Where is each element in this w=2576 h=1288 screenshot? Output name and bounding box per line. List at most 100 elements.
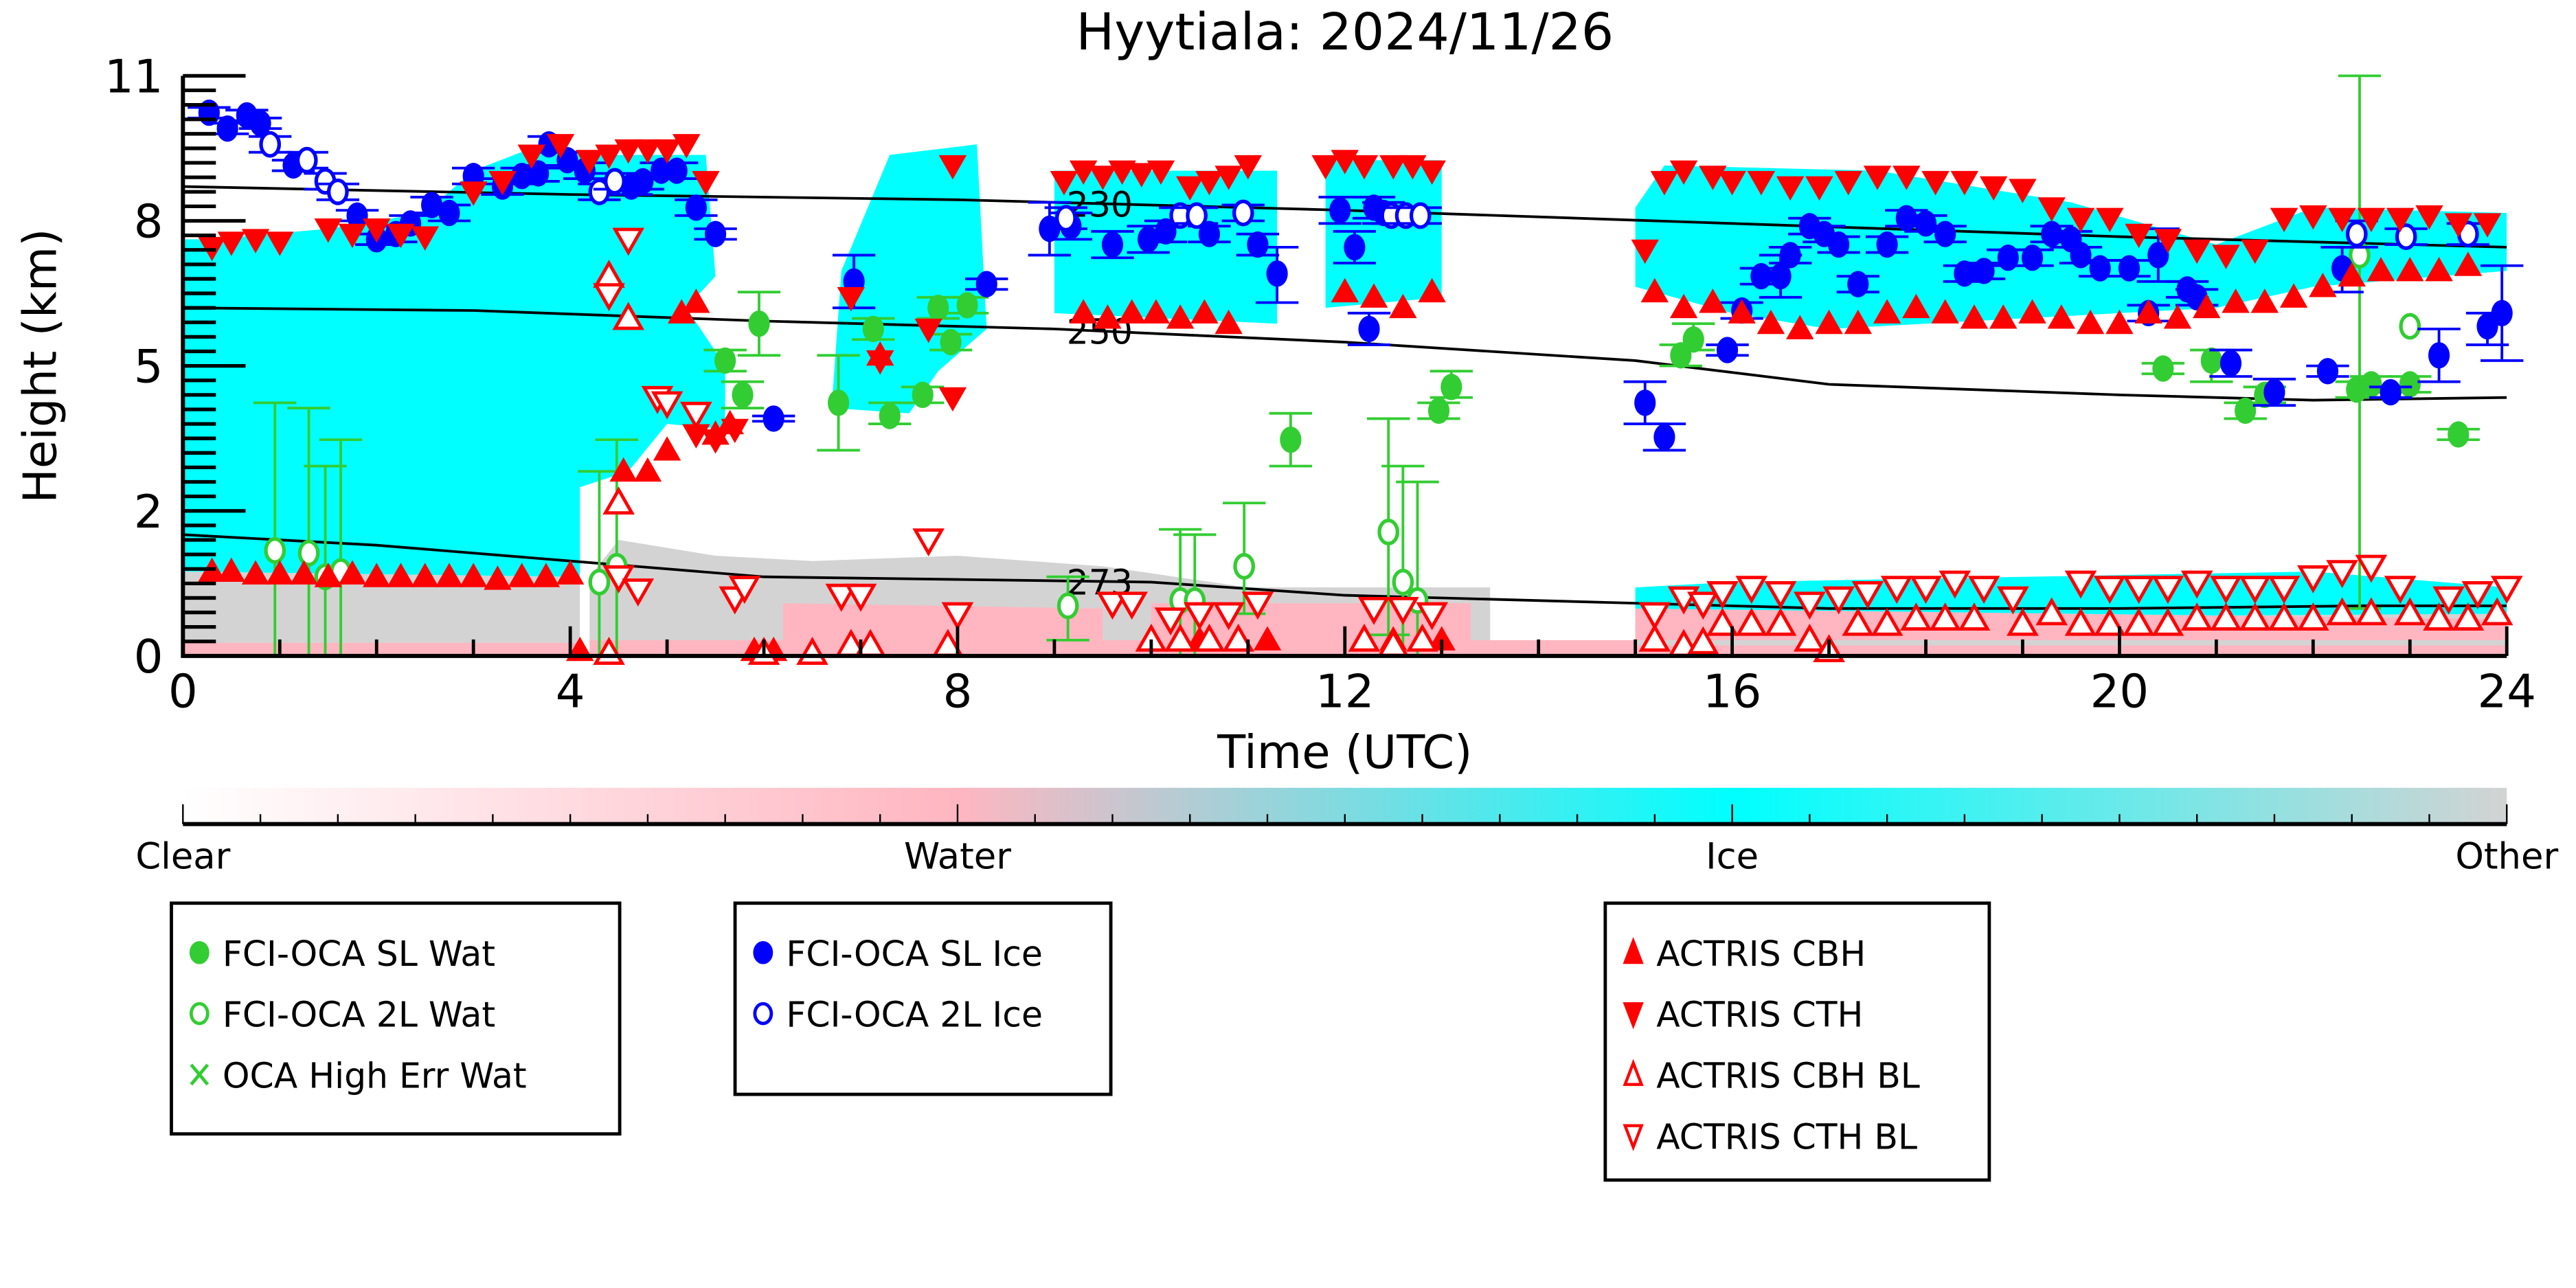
marker-triangle-down-open: [1416, 602, 1448, 631]
x-tick-label: 20: [2090, 664, 2149, 718]
marker-triangle-down-open: [651, 391, 683, 420]
marker-triangle-up-open: [2210, 602, 2242, 631]
marker-triangle-down-filled: [2182, 239, 2211, 264]
marker-triangle-down-open: [825, 583, 858, 612]
marker-circle-filled: [879, 403, 901, 429]
marker-triangle-down-open: [2326, 560, 2358, 589]
marker-triangle-up-open: [2180, 602, 2213, 631]
marker-triangle-down-open: [2432, 586, 2465, 615]
marker-circle-filled: [1828, 231, 1850, 258]
marker-triangle-down-open: [1184, 602, 1216, 631]
marker-circle-filled: [2360, 371, 2382, 398]
marker-triangle-up-filled: [1142, 299, 1171, 324]
marker-triangle-up-open: [1406, 623, 1438, 652]
marker-circle-filled: [528, 160, 550, 187]
marker-circle-open: [2399, 313, 2421, 340]
marker-triangle-up-filled: [1873, 299, 1901, 324]
marker-triangle-down-open: [1910, 576, 1942, 605]
marker-circle-open: [2345, 221, 2368, 248]
marker-triangle-up-filled: [1166, 304, 1195, 329]
marker-triangle-down-filled: [517, 144, 545, 169]
marker-triangle-down-open: [728, 576, 761, 605]
marker-triangle-down-open: [2461, 580, 2494, 609]
marker-triangle-down-filled: [938, 387, 967, 412]
marker-circle-filled: [2263, 379, 2285, 406]
marker-circle-filled: [1266, 260, 1288, 287]
marker-triangle-down-open: [1212, 602, 1245, 631]
y-axis-label: Height (km): [14, 229, 67, 504]
marker-circle-open: [327, 178, 349, 205]
colorbar-label-clear: Clear: [135, 835, 230, 877]
marker-triangle-up-filled: [1815, 309, 1843, 335]
marker-triangle-up-open: [2151, 607, 2184, 636]
x-axis-label: Time (UTC): [1217, 725, 1472, 779]
marker-circle-open: [588, 568, 611, 596]
marker-triangle-up-filled: [1669, 293, 1698, 319]
marker-triangle-down-open: [1154, 607, 1187, 636]
y-tick-label: 0: [134, 630, 163, 683]
marker-triangle-up-open: [1222, 623, 1255, 652]
marker-triangle-up-filled: [682, 289, 710, 313]
marker-triangle-up-filled: [1118, 299, 1146, 324]
legend-marker-circle-filled: [189, 940, 210, 964]
marker-triangle-down-filled: [633, 139, 662, 164]
marker-triangle-down-open: [1638, 602, 1671, 631]
mask-region-water: [183, 642, 580, 656]
legend-label: FCI-OCA 2L Ice: [786, 995, 1043, 1035]
marker-triangle-up-filled: [241, 560, 270, 585]
marker-circle-filled: [2219, 350, 2242, 376]
marker-circle-open: [1054, 205, 1077, 232]
marker-triangle-up-open: [2268, 602, 2301, 631]
series-fci-oca-2l-ice: [248, 131, 2490, 250]
marker-circle-filled: [1358, 315, 1380, 343]
legend-item: FCI-OCA SL Wat: [189, 934, 495, 974]
legend-label: FCI-OCA 2L Wat: [223, 995, 495, 1035]
legend-item: FCI-OCA SL Ice: [753, 934, 1043, 974]
marker-circle-filled: [975, 271, 997, 297]
marker-triangle-up-filled: [2338, 262, 2366, 287]
marker-circle-filled: [1682, 326, 1704, 353]
chart-title: Hyytiala: 2024/11/26: [1076, 2, 1614, 62]
marker-triangle-down-open: [2123, 576, 2155, 605]
marker-triangle-up-filled: [459, 563, 488, 587]
marker-triangle-down-filled: [866, 350, 894, 375]
marker-triangle-down-filled: [692, 170, 720, 196]
legend-marker-circle-filled: [753, 940, 773, 964]
marker-triangle-up-open: [1929, 602, 1962, 631]
marker-triangle-down-open: [2064, 570, 2097, 599]
marker-triangle-down-open: [1241, 591, 1274, 620]
marker-circle-filled: [1653, 424, 1675, 451]
marker-triangle-down-filled: [2066, 207, 2095, 233]
marker-triangle-down-open: [2180, 570, 2213, 599]
marker-circle-filled: [1895, 205, 1917, 231]
marker-circle-filled: [632, 168, 654, 195]
marker-triangle-down-filled: [546, 134, 575, 159]
marker-triangle-down-filled: [2154, 229, 2182, 253]
marker-triangle-up-filled: [1359, 283, 1388, 308]
marker-circle-filled: [2041, 221, 2063, 247]
marker-triangle-up-filled: [609, 457, 637, 482]
marker-circle-filled: [940, 328, 962, 356]
legend-box-1: FCI-OCA SL Wat FCI-OCA 2L Wat OCA High Err…: [170, 901, 622, 1136]
marker-circle-filled: [1750, 262, 1772, 290]
marker-triangle-up-filled: [1331, 278, 1359, 303]
marker-triangle-down-filled: [1146, 160, 1175, 185]
mask-region-water: [783, 603, 1103, 640]
marker-triangle-up-filled: [411, 563, 439, 587]
legend-marker-triangle-down-open: [1623, 1124, 1644, 1151]
legend-label: ACTRIS CTH BL: [1656, 1116, 1917, 1157]
marker-triangle-down-filled: [653, 139, 681, 164]
marker-circle-open: [259, 131, 282, 158]
marker-circle-filled: [2491, 300, 2513, 327]
marker-triangle-up-filled: [1640, 278, 1669, 303]
marker-triangle-up-filled: [2047, 304, 2076, 329]
x-tick-label: 24: [2477, 664, 2535, 718]
marker-circle-filled: [1247, 231, 1269, 258]
legend-marker-circle-open: [189, 1002, 210, 1026]
marker-triangle-down-open: [2268, 576, 2301, 605]
data-markers: [188, 74, 2524, 665]
legends: FCI-OCA SL Wat FCI-OCA 2L Wat OCA High Err…: [170, 901, 1991, 1182]
marker-triangle-down-filled: [1921, 170, 1950, 196]
marker-triangle-up-filled: [2250, 289, 2279, 313]
marker-triangle-down-filled: [1776, 176, 1805, 201]
